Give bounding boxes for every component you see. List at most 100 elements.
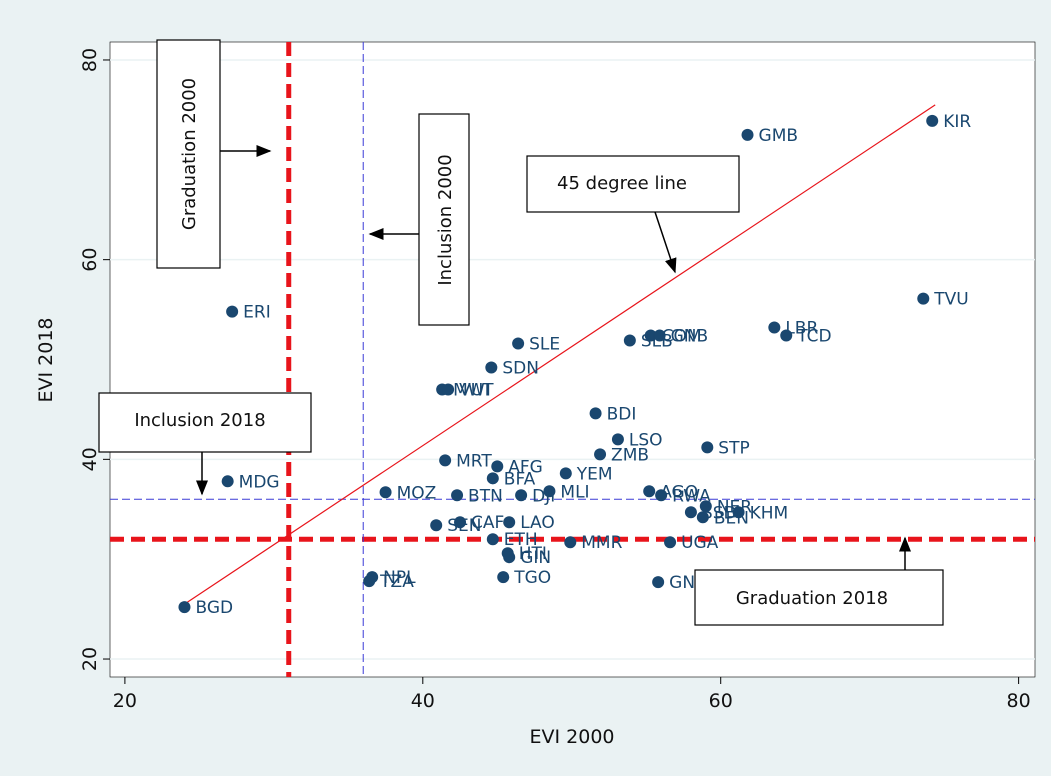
point-label: GNB xyxy=(671,327,709,347)
point xyxy=(664,536,677,549)
y-tick-label: 80 xyxy=(79,48,101,72)
point-label: COM xyxy=(662,327,702,347)
point-label: TGO xyxy=(513,568,551,588)
point xyxy=(491,460,504,473)
point xyxy=(594,448,607,461)
point-label: SSD xyxy=(702,503,737,523)
point-label: SDN xyxy=(502,358,539,378)
point xyxy=(701,441,714,454)
annotation: Graduation 2018 xyxy=(736,588,888,609)
point-label: TVU xyxy=(933,290,968,310)
point-label: LAO xyxy=(520,513,555,533)
point xyxy=(178,601,191,614)
point xyxy=(430,519,443,532)
point xyxy=(623,334,636,347)
point xyxy=(451,489,464,502)
point xyxy=(515,489,528,502)
point-label: AGO xyxy=(660,482,698,502)
diagonal-line xyxy=(184,104,936,605)
point xyxy=(655,489,668,502)
point xyxy=(503,551,516,564)
point xyxy=(732,506,745,519)
point-label: STP xyxy=(718,438,749,458)
annotation: Inclusion 2018 xyxy=(134,410,265,431)
annotation: Inclusion 2000 xyxy=(435,154,456,285)
point xyxy=(226,305,239,318)
annotation-box xyxy=(98,392,312,453)
point-label: MLI xyxy=(560,482,589,502)
point xyxy=(611,433,624,446)
point-label: LBR xyxy=(785,319,818,339)
point xyxy=(653,329,666,342)
point xyxy=(486,472,499,485)
annotation: Graduation 2000 xyxy=(179,78,200,230)
point-label: MDG xyxy=(239,472,280,492)
point-label: MOZ xyxy=(397,483,437,503)
point xyxy=(652,576,665,589)
point-label: TCD xyxy=(796,327,831,347)
point xyxy=(684,506,697,519)
point xyxy=(559,467,572,480)
point xyxy=(503,516,516,529)
point-label: BEN xyxy=(714,508,749,528)
point xyxy=(696,511,709,524)
point xyxy=(589,407,602,420)
x-tick-label: 20 xyxy=(113,690,137,712)
point-label: BDI xyxy=(607,404,637,424)
point-label: MWI xyxy=(453,380,490,400)
point xyxy=(485,361,498,374)
x-axis-label: EVI 2000 xyxy=(530,726,615,748)
point xyxy=(543,485,556,498)
point xyxy=(644,329,657,342)
point-label: RWA xyxy=(672,486,711,506)
point-label: BGD xyxy=(195,598,233,618)
point xyxy=(363,575,376,588)
point xyxy=(917,292,930,305)
point-label: CAF xyxy=(471,513,504,533)
point xyxy=(512,337,525,350)
point-label: HTI xyxy=(519,544,547,564)
point-label: BTN xyxy=(468,486,503,506)
y-tick-label: 60 xyxy=(79,248,101,272)
x-tick-label: 60 xyxy=(709,690,733,712)
point xyxy=(780,329,793,342)
point-label: NPL xyxy=(383,568,416,588)
annotation-box xyxy=(418,113,470,326)
point-label: ZMB xyxy=(611,445,649,465)
annotations: Graduation 2000 Inclusion 2000 45 degree… xyxy=(98,39,944,626)
point-label: UGA xyxy=(681,533,719,553)
point-label: ERI xyxy=(243,303,271,323)
point xyxy=(564,536,577,549)
y-tick-label: 20 xyxy=(79,647,101,671)
point-label: MMR xyxy=(581,533,622,553)
point-label: AFG xyxy=(508,457,543,477)
point-label: KIR xyxy=(943,112,971,132)
point xyxy=(486,533,499,546)
point xyxy=(442,383,455,396)
point-label: GIN xyxy=(520,548,551,568)
x-tick-label: 40 xyxy=(411,690,435,712)
point xyxy=(926,114,939,127)
point-label: DJI xyxy=(532,486,555,506)
point xyxy=(768,321,781,334)
point xyxy=(699,500,712,513)
annotation-box xyxy=(526,155,740,213)
point-label: GMB xyxy=(759,126,799,146)
y-tick-label: 40 xyxy=(79,447,101,471)
point-label: MRT xyxy=(456,451,492,471)
arrow xyxy=(654,211,677,274)
point xyxy=(454,516,467,529)
point-label: VUT xyxy=(459,380,494,400)
point-label: SLE xyxy=(529,335,560,355)
point xyxy=(497,571,510,584)
point-label: LSO xyxy=(629,430,663,450)
point xyxy=(741,128,754,141)
point xyxy=(439,454,452,467)
point xyxy=(379,486,392,499)
annotation: 45 degree line xyxy=(557,173,687,194)
annotation-box xyxy=(694,569,944,626)
point xyxy=(221,475,234,488)
x-tick-label: 80 xyxy=(1007,690,1031,712)
